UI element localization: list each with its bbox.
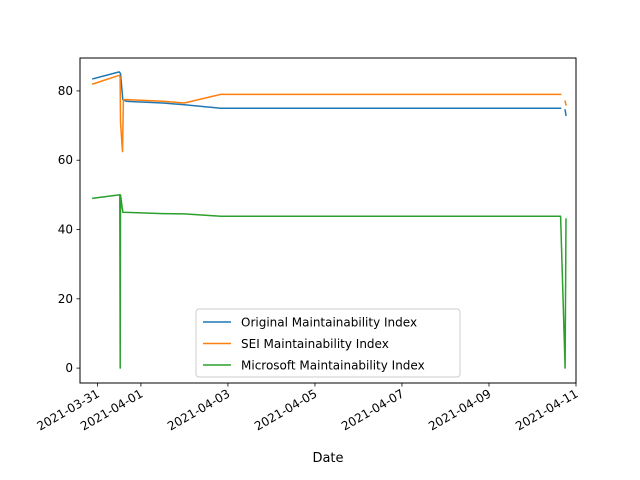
series-layer [91,71,567,369]
x-tick-label: 2021-04-11 [513,386,580,433]
legend-label-2: SEI Maintainability Index [241,337,389,351]
y-tick-label: 0 [65,361,73,375]
x-tick-label: 2021-04-09 [426,386,493,433]
x-tick-label: 2021-04-03 [165,386,232,433]
y-tick-label: 60 [58,153,73,167]
y-tick-label: 40 [58,223,73,237]
series-line-2-segment-2 [564,100,567,106]
series-line-2-segment-1 [91,74,562,153]
series-line-1-segment-1 [91,71,562,109]
plot-frame [79,57,577,384]
x-tick-label: 2021-04-07 [339,386,406,433]
x-tick-label: 2021-04-05 [252,386,319,433]
y-tick-label: 20 [58,292,73,306]
legend-box [195,308,461,378]
legend-label-1: Original Maintainability Index [241,316,417,330]
y-tick-label: 80 [58,84,73,98]
legend-label-3: Microsoft Maintainability Index [241,359,425,373]
legend: Original Maintainability Index SEI Mainta… [195,308,461,378]
x-axis-label: Date [312,451,343,466]
series-line-3-segment-1 [92,194,567,369]
series-line-1-segment-2 [564,109,567,117]
